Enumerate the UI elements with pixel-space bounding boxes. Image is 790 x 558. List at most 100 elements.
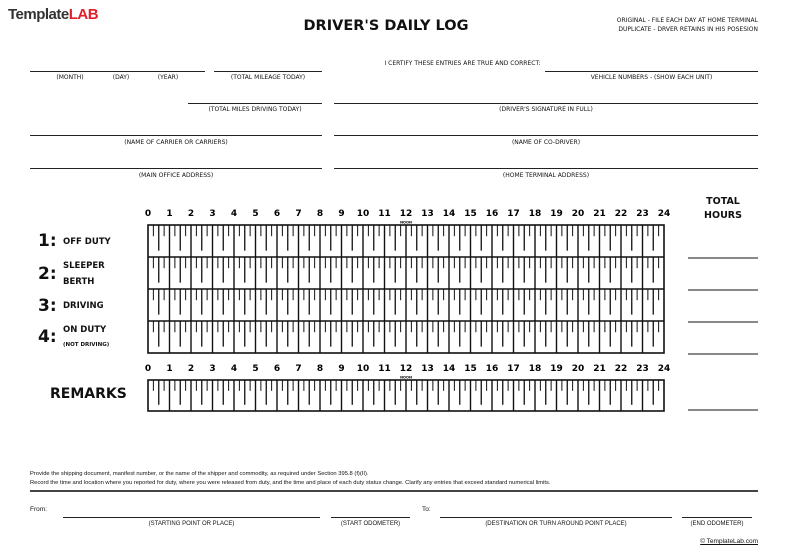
hour-label: 2	[188, 209, 194, 219]
driver-signature-line[interactable]	[334, 103, 758, 104]
hour-label: 9	[338, 364, 344, 374]
hour-label: 9	[338, 209, 344, 219]
hour-label: 6	[274, 209, 280, 219]
row-label-on-duty: ON DUTY	[63, 325, 107, 335]
row-number: 4:	[38, 327, 57, 347]
hour-label: 1	[166, 209, 172, 219]
hour-label: 22	[615, 364, 628, 374]
date-line[interactable]	[30, 71, 205, 72]
hour-label: 14	[443, 364, 456, 374]
hour-label: 5	[252, 364, 258, 374]
noon-label: NOON	[400, 221, 412, 225]
row-sublabel-not-driving: (NOT DRIVING)	[63, 342, 110, 348]
hour-label: 20	[572, 209, 585, 219]
vehicle-numbers-line[interactable]	[545, 71, 758, 72]
total-hours-header: TOTAL HOURS	[688, 196, 758, 221]
hour-label: 13	[421, 209, 434, 219]
certify-text: I CERTIFY THESE ENTRIES ARE TRUE AND COR…	[384, 60, 541, 67]
row-label-driving: DRIVING	[63, 301, 104, 311]
hour-label: 11	[378, 364, 391, 374]
hour-label: 12	[400, 364, 413, 374]
vehicle-numbers-label: VEHICLE NUMBERS - (SHOW EACH UNIT)	[590, 74, 713, 81]
to-label: To:	[422, 506, 431, 513]
hour-label: 19	[550, 364, 563, 374]
end-odometer-line[interactable]	[682, 517, 752, 518]
hour-label: 23	[636, 364, 649, 374]
hour-label: 20	[572, 364, 585, 374]
end-odometer-label: (END ODOMETER)	[690, 521, 744, 527]
note-original: ORIGINAL - FILE EACH DAY AT HOME TERMINA…	[616, 17, 758, 24]
instruction-1: Provide the shipping document, manifest …	[30, 471, 369, 477]
divider	[30, 490, 758, 492]
note-duplicate: DUPLICATE - DRVER RETAINS IN HIS POSESIO…	[618, 26, 758, 33]
hour-label: 1	[166, 364, 172, 374]
logo-text-lab: LAB	[68, 6, 99, 23]
hour-label: 21	[593, 209, 606, 219]
start-odometer-label: (START ODOMETER)	[340, 521, 401, 527]
main-office-label: (MAIN OFFICE ADDRESS)	[138, 172, 214, 179]
total-mileage-label: (TOTAL MILEAGE TODAY)	[230, 74, 306, 81]
hour-label: 7	[295, 209, 301, 219]
hour-label: 18	[529, 364, 542, 374]
total-miles-driving-label: (TOTAL MILES DRIVING TODAY)	[208, 106, 302, 113]
destination-line[interactable]	[440, 517, 672, 518]
page-title: DRIVER'S DAILY LOG	[303, 18, 469, 34]
hour-label: 7	[295, 364, 301, 374]
hour-label: 16	[486, 209, 499, 219]
row-label-berth: BERTH	[63, 277, 95, 287]
hour-label: 15	[464, 209, 477, 219]
hour-label: 8	[317, 364, 323, 374]
hour-label: 22	[615, 209, 628, 219]
row-label-off-duty: OFF DUTY	[63, 237, 111, 247]
hour-label: 3	[209, 209, 215, 219]
total-miles-driving-line[interactable]	[188, 103, 322, 104]
hour-label: 16	[486, 364, 499, 374]
co-driver-line[interactable]	[334, 135, 758, 136]
copyright-link[interactable]: © TemplateLab.com	[700, 538, 758, 545]
hour-label: 17	[507, 209, 520, 219]
total-hours-line2: HOURS	[704, 210, 742, 221]
templatelab-logo: TemplateLAB	[8, 6, 99, 23]
logo-text: Template	[8, 6, 69, 23]
hour-label: 19	[550, 209, 563, 219]
carrier-label: (NAME OF CARRIER OR CARRIERS)	[124, 139, 228, 146]
home-terminal-label: (HOME TERMINAL ADDRESS)	[502, 172, 590, 179]
hour-label: 0	[145, 209, 151, 219]
hour-label: 23	[636, 209, 649, 219]
hour-label: 13	[421, 364, 434, 374]
hour-label: 17	[507, 364, 520, 374]
destination-label: (DESTINATION OR TURN AROUND POINT PLACE)	[485, 521, 627, 527]
starting-point-line[interactable]	[63, 517, 320, 518]
hour-label: 21	[593, 364, 606, 374]
noon-label: NOON	[400, 376, 412, 380]
main-office-line[interactable]	[30, 168, 322, 169]
starting-point-label: (STARTING POINT OR PLACE)	[148, 521, 235, 527]
hour-label: 24	[658, 209, 671, 219]
start-odometer-line[interactable]	[331, 517, 410, 518]
row-number: 3:	[38, 296, 57, 316]
from-label: From:	[30, 506, 47, 513]
year-label: (YEAR)	[157, 74, 179, 81]
hour-label: 4	[231, 209, 237, 219]
hour-label: 3	[209, 364, 215, 374]
hour-label: 11	[378, 209, 391, 219]
hour-label: 14	[443, 209, 456, 219]
total-mileage-line[interactable]	[214, 71, 322, 72]
total-hours-line1: TOTAL	[706, 196, 740, 207]
co-driver-label: (NAME OF CO-DRIVER)	[511, 139, 581, 146]
instruction-2: Record the time and location where you r…	[30, 480, 551, 486]
hour-label: 18	[529, 209, 542, 219]
home-terminal-line[interactable]	[334, 168, 758, 169]
row-number: 2:	[38, 264, 57, 284]
row-label-sleeper: SLEEPER	[63, 261, 105, 271]
hour-label: 24	[658, 364, 671, 374]
hour-label: 6	[274, 364, 280, 374]
carrier-line[interactable]	[30, 135, 322, 136]
hour-label: 5	[252, 209, 258, 219]
hour-label: 10	[357, 364, 370, 374]
hour-label: 2	[188, 364, 194, 374]
hour-label: 4	[231, 364, 237, 374]
hour-label: 8	[317, 209, 323, 219]
hour-label: 15	[464, 364, 477, 374]
